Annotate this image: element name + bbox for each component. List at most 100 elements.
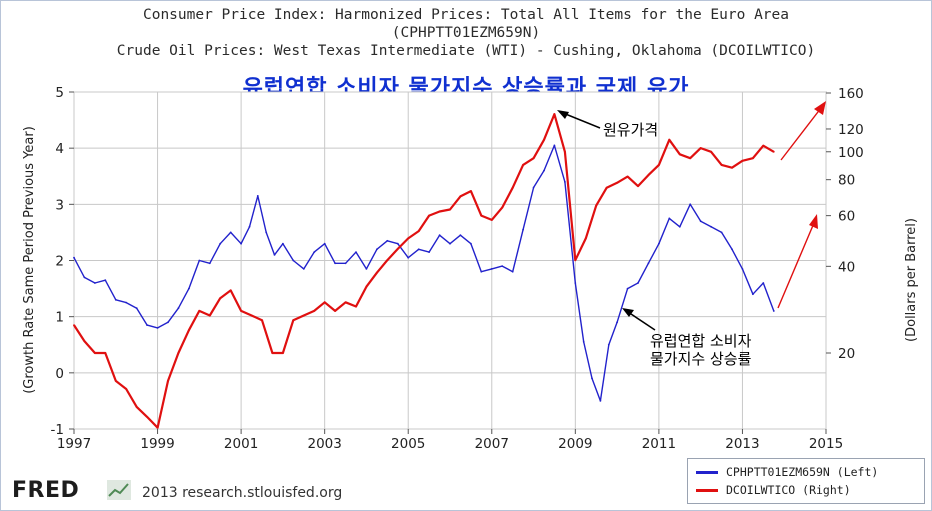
cpi-point-35 [428, 251, 430, 254]
cpi-point-57 [647, 262, 650, 265]
cpi-point-69 [772, 310, 775, 312]
oil-annotation-leader [562, 112, 601, 129]
cpi-point-60 [678, 225, 681, 228]
cpi-point-25 [323, 242, 326, 245]
left-tick-label-1: 0 [55, 366, 64, 382]
oil-point-38 [470, 190, 472, 193]
cpi-point-27 [344, 262, 347, 265]
oil-point-64 [741, 159, 744, 162]
oil-point-55 [647, 174, 650, 177]
oil-point-63 [731, 166, 733, 169]
cpi-annotation-arrowhead [622, 308, 634, 317]
left-tick-label-2: 1 [55, 310, 64, 326]
cpi-point-43 [511, 270, 514, 273]
x-tick-label-7: 2011 [642, 436, 676, 452]
oil-point-67 [772, 150, 775, 153]
oil-point-23 [313, 310, 316, 312]
legend-label-cpi: CPHPTT01EZM659N (Left) [726, 465, 879, 479]
series-line-cpi [73, 144, 775, 402]
cpi-right-axis-arrow [777, 222, 815, 309]
oil-point-44 [532, 157, 535, 160]
cpi-point-37 [449, 242, 451, 245]
x-tick-label-4: 2005 [391, 436, 425, 452]
oil-point-15 [229, 289, 232, 292]
oil-point-65 [752, 157, 754, 160]
legend-item-oil: DCOILWTICO (Right) [696, 482, 851, 498]
cpi-point-14 [219, 242, 222, 245]
cpi-point-21 [282, 242, 284, 245]
oil-point-20 [282, 352, 284, 354]
oil-point-17 [250, 314, 253, 317]
oil-annotation-label: 원유가격 [603, 121, 658, 139]
oil-point-39 [480, 214, 483, 217]
oil-point-10 [177, 352, 180, 354]
cpi-point-8 [156, 327, 159, 329]
cpi-point-67 [752, 293, 754, 296]
cpi-point-3 [104, 279, 107, 282]
oil-point-18 [261, 319, 263, 322]
cpi-point-22 [292, 259, 295, 262]
oil-point-42 [511, 186, 514, 189]
fred-logo: FRED [12, 478, 80, 503]
legend-swatch-cpi [696, 470, 718, 474]
oil-point-25 [334, 310, 336, 312]
cpi-point-30 [376, 248, 378, 251]
left-tick-label-4: 3 [55, 197, 64, 213]
x-tick-label-8: 2013 [725, 436, 759, 452]
cpi-point-38 [459, 234, 462, 237]
oil-point-22 [302, 314, 305, 317]
left-tick-label-0: -1 [51, 422, 64, 438]
cpi-point-55 [626, 287, 629, 290]
cpi-point-19 [265, 231, 268, 234]
fred-chart-icon [107, 480, 131, 500]
cpi-point-33 [407, 256, 410, 259]
oil-point-31 [396, 248, 399, 250]
oil-point-59 [689, 157, 692, 160]
chart-title-line-2: (CPHPTT01EZM659N) [391, 25, 541, 41]
oil-point-56 [658, 164, 660, 166]
oil-point-27 [355, 305, 357, 308]
oil-point-60 [699, 147, 702, 150]
cpi-point-20 [273, 254, 276, 256]
oil-point-16 [240, 310, 243, 312]
cpi-point-6 [135, 307, 138, 310]
x-tick-label-6: 2009 [558, 436, 592, 452]
cpi-point-23 [302, 268, 305, 270]
cpi-point-34 [417, 248, 420, 251]
x-tick-label-1: 1999 [140, 436, 174, 452]
cpi-point-68 [762, 282, 765, 284]
left-axis-ticks: -1 0 1 2 3 4 5 [51, 85, 74, 438]
cpi-point-58 [658, 242, 660, 245]
oil-point-24 [323, 301, 326, 304]
cpi-point-26 [334, 262, 336, 265]
cpi-point-17 [248, 225, 251, 228]
oil-point-29 [376, 271, 378, 274]
oil-point-3 [104, 352, 107, 354]
oil-point-1 [83, 340, 86, 342]
cpi-point-16 [240, 242, 243, 245]
cpi-point-11 [188, 287, 190, 290]
oil-point-52 [616, 181, 618, 184]
oil-point-2 [94, 352, 96, 354]
x-tick-label-9: 2015 [809, 436, 843, 452]
cpi-point-0 [73, 256, 75, 259]
oil-point-35 [438, 210, 441, 213]
left-axis-label: (Growth Rate Same Period Previous Year) [22, 126, 37, 394]
right-tick-label-6: 160 [838, 86, 864, 102]
cpi-point-64 [720, 231, 723, 234]
cpi-point-61 [689, 203, 692, 206]
oil-point-12 [198, 310, 201, 312]
oil-right-axis-arrow [780, 107, 822, 161]
oil-right-axis-arrowhead [814, 101, 826, 115]
cpi-point-18 [256, 195, 259, 197]
cpi-point-46 [543, 169, 545, 172]
oil-point-62 [720, 164, 723, 166]
cpi-point-52 [599, 400, 602, 402]
oil-point-53 [626, 175, 629, 178]
cpi-point-13 [208, 262, 211, 265]
oil-point-32 [407, 237, 410, 240]
oil-point-50 [595, 204, 598, 207]
cpi-point-12 [198, 259, 201, 262]
oil-point-7 [146, 416, 149, 418]
